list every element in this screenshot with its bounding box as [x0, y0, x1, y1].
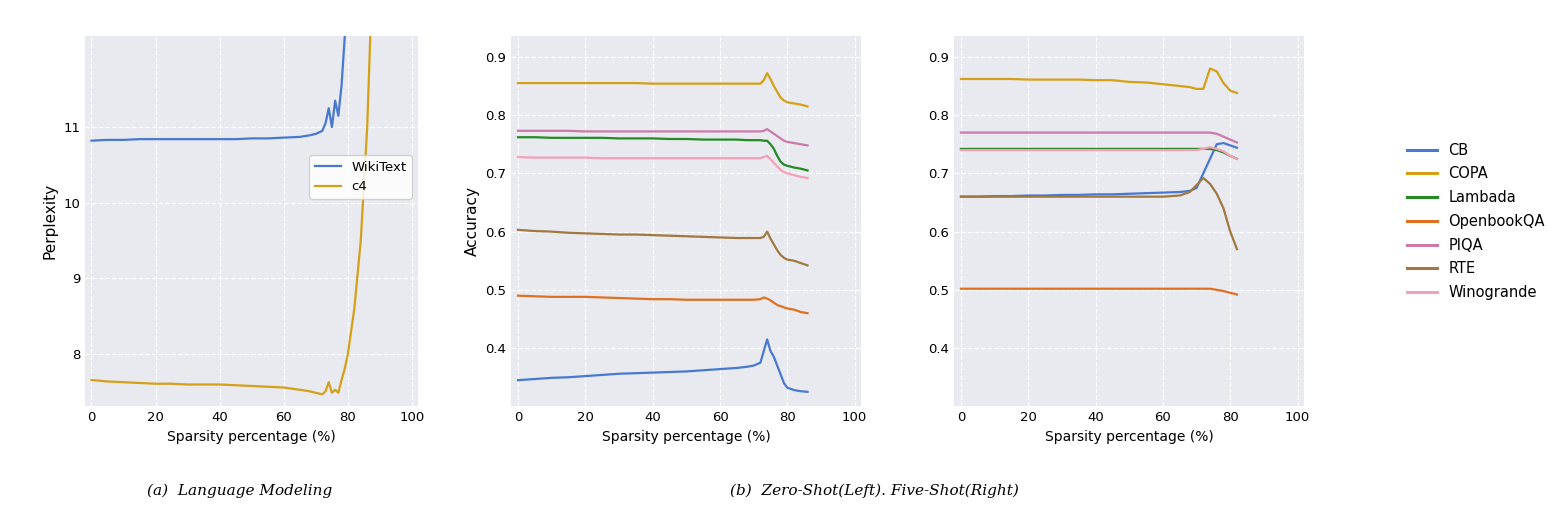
c4 [323, 390, 342, 396]
WikiText [195, 136, 213, 142]
Y-axis label: Perplexity: Perplexity [43, 183, 57, 259]
c4 [312, 391, 331, 398]
WikiText [162, 136, 181, 142]
Text: (a)  Language Modeling: (a) Language Modeling [147, 483, 333, 498]
c4 [210, 381, 229, 388]
c4 [258, 383, 277, 390]
WikiText [336, 33, 354, 40]
c4 [274, 384, 292, 391]
WikiText [333, 82, 351, 89]
c4 [114, 379, 133, 386]
X-axis label: Sparsity percentage (%): Sparsity percentage (%) [602, 430, 770, 444]
c4 [291, 387, 309, 393]
c4 [130, 380, 149, 386]
c4 [345, 305, 364, 312]
WikiText [258, 135, 277, 142]
WikiText [306, 131, 325, 137]
WikiText [114, 137, 133, 143]
WikiText [226, 136, 244, 142]
c4 [82, 377, 101, 383]
WikiText [300, 132, 319, 139]
WikiText [312, 128, 331, 134]
c4 [195, 381, 213, 388]
Y-axis label: Accuracy: Accuracy [466, 187, 480, 256]
WikiText [323, 124, 342, 130]
Text: (b)  Zero-Shot(Left). Five-Shot(Right): (b) Zero-Shot(Left). Five-Shot(Right) [730, 483, 1018, 498]
WikiText [243, 135, 261, 142]
c4 [162, 381, 181, 387]
c4 [226, 382, 244, 388]
c4 [319, 379, 337, 386]
Legend: WikiText, c4: WikiText, c4 [309, 155, 412, 199]
WikiText [330, 113, 348, 119]
c4 [330, 390, 348, 396]
WikiText [130, 136, 149, 142]
Legend: CB, COPA, Lambada, OpenbookQA, PIQA, RTE, Winogrande: CB, COPA, Lambada, OpenbookQA, PIQA, RTE… [1394, 130, 1547, 313]
WikiText [147, 136, 166, 142]
c4 [178, 381, 196, 388]
Line: WikiText: WikiText [91, 0, 374, 141]
c4 [326, 387, 345, 393]
c4 [336, 366, 354, 372]
WikiText [326, 97, 345, 104]
c4 [339, 351, 357, 357]
WikiText [178, 136, 196, 142]
WikiText [82, 138, 101, 144]
WikiText [274, 134, 292, 141]
WikiText [99, 137, 118, 143]
c4 [147, 381, 166, 387]
c4 [243, 383, 261, 389]
c4 [333, 377, 351, 383]
Line: c4: c4 [91, 0, 374, 394]
c4 [316, 388, 334, 394]
c4 [306, 390, 325, 396]
WikiText [210, 136, 229, 142]
X-axis label: Sparsity percentage (%): Sparsity percentage (%) [1044, 430, 1213, 444]
WikiText [291, 134, 309, 140]
WikiText [319, 105, 337, 111]
c4 [351, 237, 370, 243]
c4 [357, 124, 376, 130]
c4 [300, 388, 319, 394]
c4 [99, 378, 118, 384]
X-axis label: Sparsity percentage (%): Sparsity percentage (%) [167, 430, 336, 444]
WikiText [316, 120, 334, 127]
